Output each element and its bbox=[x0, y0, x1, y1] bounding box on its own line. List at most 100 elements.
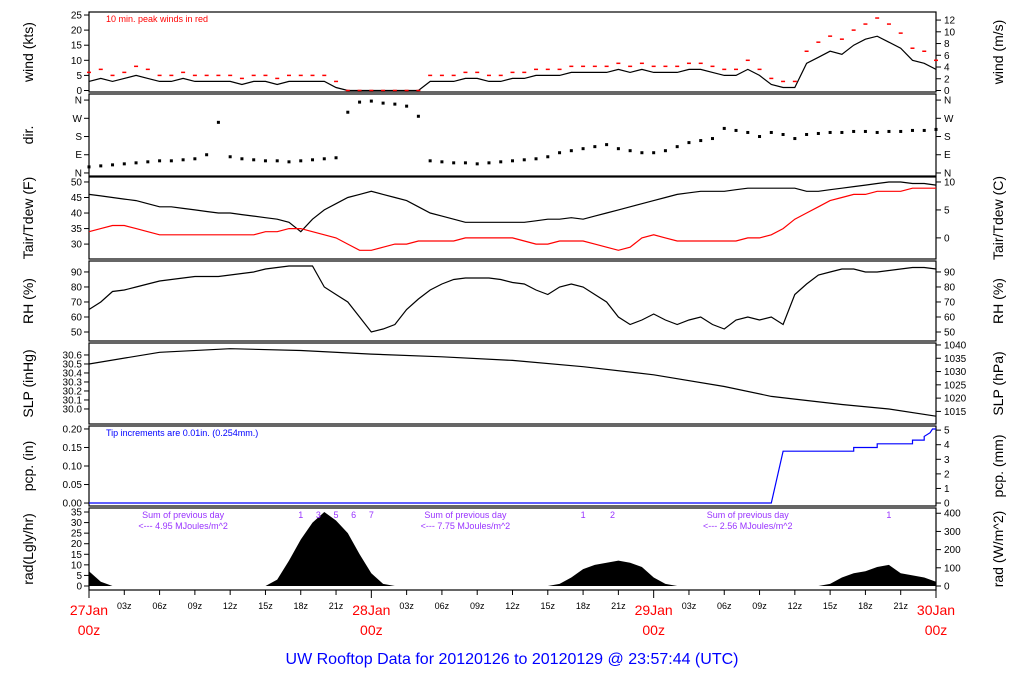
y-tick-label: 0.05 bbox=[63, 480, 83, 491]
x-tick-label: 15z bbox=[258, 601, 273, 611]
y-tick-label-right: 1025 bbox=[944, 380, 967, 391]
data-point bbox=[687, 141, 691, 145]
x-tick-label: 12z bbox=[223, 601, 238, 611]
y-tick-label-right: 0 bbox=[944, 499, 950, 510]
x-day-label: 30Jan bbox=[917, 602, 955, 618]
y-tick-label-right: 5 bbox=[944, 426, 950, 437]
y-tick-label: 20 bbox=[71, 26, 83, 37]
panel-frame bbox=[88, 93, 937, 177]
x-tick-label: 03z bbox=[399, 601, 414, 611]
panel-temp: 30 35 40 45 50 0 5 10 Tair/Tdew (F) Tair/Tdew (C) bbox=[20, 176, 1006, 260]
y-tick-label-right: 2 bbox=[944, 74, 950, 85]
y-axis-label-right: SLP (hPa) bbox=[990, 351, 1006, 415]
data-point bbox=[934, 127, 938, 131]
x-tick-label: 15z bbox=[541, 601, 556, 611]
data-point bbox=[769, 130, 773, 134]
y-tick-label-right: 1020 bbox=[944, 394, 967, 405]
data-point bbox=[346, 110, 350, 114]
y-tick-label: 0.15 bbox=[63, 443, 83, 454]
data-point bbox=[781, 132, 785, 136]
series-line-rh bbox=[88, 265, 937, 333]
rad-mark: 3 bbox=[316, 510, 321, 520]
panel-annotation: Tip increments are 0.01in. (0.254mm.) bbox=[106, 428, 258, 438]
y-tick-label-right: 4 bbox=[944, 63, 950, 74]
panel-pcp: 0.00 0.05 0.10 0.15 0.20 0 1 2 3 4 5 pcp. (in) pcp. … bbox=[20, 424, 1006, 509]
daily-sum-value: <--- 4.95 MJoules/m^2 bbox=[138, 521, 228, 531]
data-point bbox=[546, 155, 550, 159]
y-tick-label-right: 80 bbox=[944, 282, 956, 293]
x-day-label: 29Jan bbox=[635, 602, 673, 618]
y-axis-label: Tair/Tdew (F) bbox=[20, 177, 36, 259]
data-point bbox=[605, 143, 609, 147]
data-point bbox=[463, 161, 467, 165]
data-point bbox=[828, 130, 832, 134]
y-tick-label: N bbox=[75, 168, 82, 179]
y-tick-label: 0 bbox=[76, 581, 82, 592]
data-point bbox=[746, 130, 750, 134]
data-point bbox=[358, 100, 362, 104]
y-axis-label-right: RH (%) bbox=[990, 278, 1006, 324]
y-tick-label-right: 3 bbox=[944, 455, 950, 466]
panel-frame bbox=[88, 260, 937, 342]
data-point bbox=[569, 149, 573, 153]
data-point bbox=[252, 158, 256, 162]
data-point bbox=[193, 157, 197, 161]
y-tick-label: 10 bbox=[71, 56, 83, 67]
y-tick-label-right: 8 bbox=[944, 39, 950, 50]
y-tick-label: 0.20 bbox=[63, 424, 83, 435]
y-tick-label: 45 bbox=[71, 193, 83, 204]
x-tick-label: 12z bbox=[788, 601, 803, 611]
y-tick-label: 30.3 bbox=[63, 377, 83, 388]
y-tick-label-right: S bbox=[944, 132, 951, 143]
data-point bbox=[381, 101, 385, 105]
y-tick-label-right: 0 bbox=[944, 581, 950, 592]
daily-sum-label: Sum of previous day bbox=[142, 510, 225, 520]
x-tick-label: 09z bbox=[470, 601, 485, 611]
y-tick-label: 20 bbox=[71, 539, 83, 550]
data-point bbox=[628, 149, 632, 153]
data-point bbox=[734, 128, 738, 132]
series-line-slp bbox=[88, 348, 937, 417]
rad-mark: 1 bbox=[298, 510, 303, 520]
y-tick-label: 5 bbox=[76, 571, 82, 582]
data-point bbox=[816, 131, 820, 135]
panel-frame bbox=[88, 176, 937, 260]
y-tick-label-right: 50 bbox=[944, 327, 956, 338]
daily-sum-value: <--- 2.56 MJoules/m^2 bbox=[703, 521, 793, 531]
y-tick-label: 30.4 bbox=[63, 368, 83, 379]
y-tick-label-right: N bbox=[944, 168, 951, 179]
data-point bbox=[805, 132, 809, 136]
y-tick-label-right: 100 bbox=[944, 563, 961, 574]
x-tick-label: 15z bbox=[823, 601, 838, 611]
data-point bbox=[146, 160, 150, 164]
x-tick-label: 12z bbox=[505, 601, 520, 611]
data-point bbox=[205, 153, 209, 157]
data-point bbox=[275, 159, 279, 163]
y-tick-label-right: 2 bbox=[944, 469, 950, 480]
y-tick-label: 30 bbox=[71, 240, 83, 251]
y-tick-label-right: 300 bbox=[944, 527, 961, 538]
y-tick-label: 25 bbox=[71, 529, 83, 540]
x-tick-label: 06z bbox=[152, 601, 167, 611]
y-tick-label: 25 bbox=[71, 11, 83, 22]
x-day-time: 00z bbox=[360, 622, 383, 638]
data-point bbox=[240, 157, 244, 161]
data-point bbox=[922, 128, 926, 132]
y-tick-label: 30.0 bbox=[63, 404, 83, 415]
series-line-wind bbox=[88, 35, 937, 92]
y-tick-label: 70 bbox=[71, 297, 83, 308]
rad-mark: 7 bbox=[369, 510, 374, 520]
y-axis-label: pcp. (in) bbox=[20, 441, 36, 492]
data-point bbox=[699, 139, 703, 143]
data-point bbox=[181, 158, 185, 162]
data-point bbox=[158, 159, 162, 163]
x-tick-label: 18z bbox=[858, 601, 873, 611]
x-tick-label: 09z bbox=[752, 601, 767, 611]
data-point bbox=[652, 151, 656, 155]
y-tick-label: W bbox=[73, 114, 83, 125]
rad-mark: 1 bbox=[886, 510, 891, 520]
data-point bbox=[287, 160, 291, 164]
y-tick-label-right: 6 bbox=[944, 51, 950, 62]
y-tick-label-right: N bbox=[944, 96, 951, 107]
x-day-time: 00z bbox=[925, 622, 948, 638]
